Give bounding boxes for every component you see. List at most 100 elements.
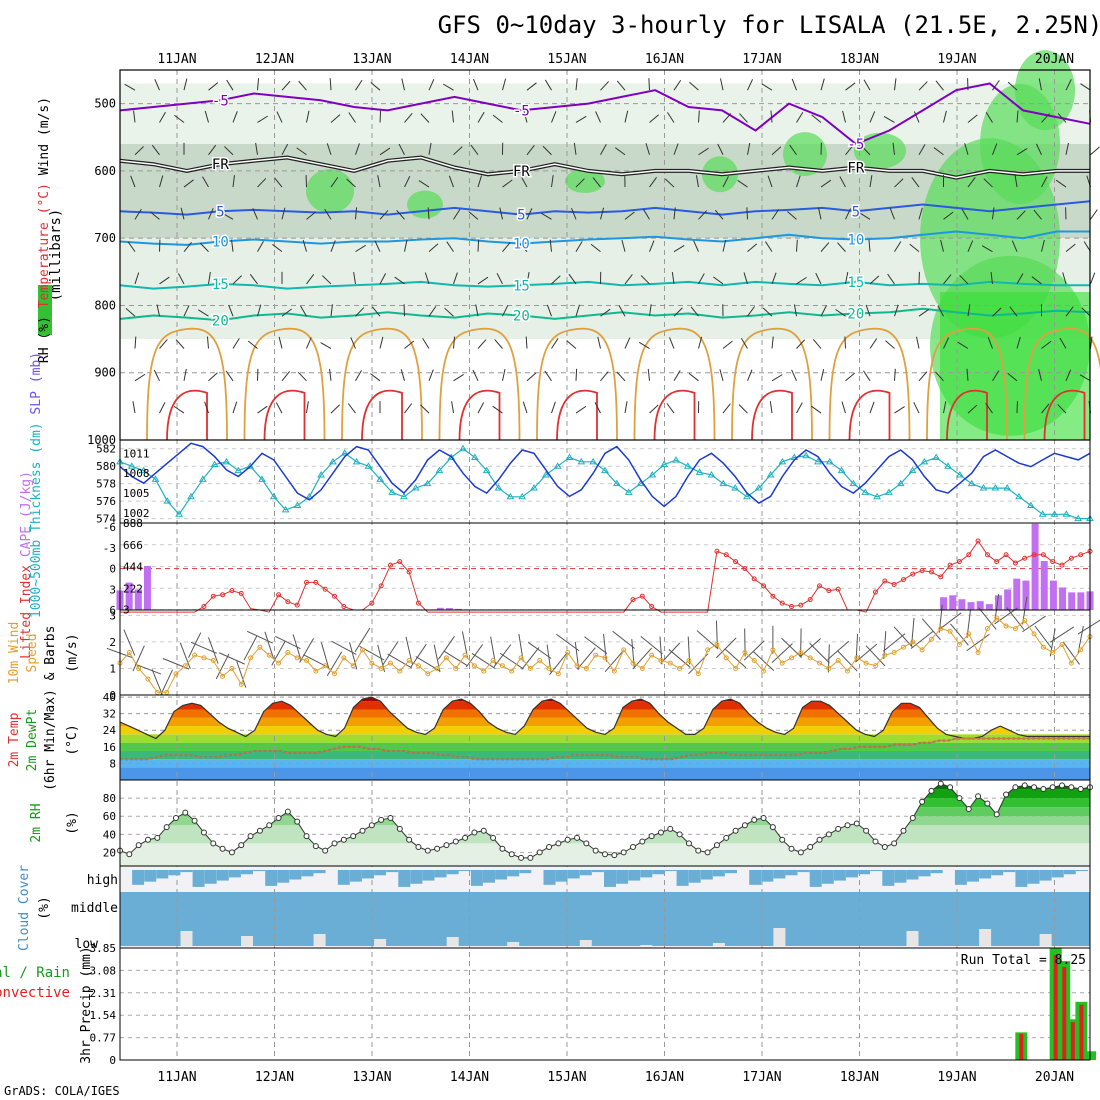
- precip-convective-bar: [1019, 1033, 1024, 1060]
- wind-barb: [153, 369, 160, 382]
- wind-speed-marker: [658, 657, 664, 663]
- wind-barb: [183, 241, 192, 252]
- wind-barb: [811, 114, 822, 123]
- wind-barb: [943, 211, 954, 220]
- thickness-marker: [1074, 514, 1083, 522]
- rh-marker: [853, 820, 860, 827]
- wind-barb: [673, 307, 683, 317]
- precip-axis-label: 3hr Precip (mm): [79, 946, 94, 1063]
- lifted-index-marker: [947, 562, 953, 568]
- wind-barb-10m: [320, 642, 330, 670]
- thickness-marker: [920, 457, 929, 465]
- rh-marker: [490, 834, 497, 841]
- wind-barb: [156, 304, 160, 317]
- wind-barb: [590, 243, 601, 253]
- thickness-marker: [293, 501, 302, 509]
- rh-marker: [909, 815, 916, 822]
- wind-barb-10m: [837, 650, 858, 672]
- cloud-high-bar: [652, 870, 665, 875]
- wind-barb: [1009, 306, 1018, 317]
- boundary-layer-contour: [926, 327, 1008, 441]
- wind-barb: [839, 176, 846, 188]
- wind-barb-10m: [271, 640, 286, 666]
- boundary-layer-contour: [633, 327, 716, 441]
- wind-speed-marker: [518, 655, 524, 661]
- cloud-high-bar: [700, 870, 713, 880]
- wind-speed-marker: [621, 647, 627, 653]
- wind-barb: [249, 274, 258, 285]
- wind-barb: [404, 403, 413, 414]
- lifted-index-marker: [919, 568, 925, 574]
- wind-barb: [374, 240, 381, 252]
- date-label-bottom: 18JAN: [840, 1070, 879, 1085]
- wind-barb-10m: [612, 630, 635, 649]
- wind-barb-10m: [668, 649, 691, 668]
- cape-tick-label: 222: [123, 582, 143, 595]
- wind-barb-10m: [771, 643, 793, 664]
- cloud-gap-bar: [979, 929, 992, 946]
- date-label-bottom: 15JAN: [547, 1070, 586, 1085]
- date-label-top: 13JAN: [352, 52, 391, 67]
- wind-barb: [398, 143, 405, 155]
- lifted-index-marker: [1031, 552, 1037, 558]
- wind-barb: [985, 402, 993, 414]
- thickness-line: [119, 447, 1090, 520]
- wind-speed-marker: [341, 655, 347, 661]
- wind-speed-marker: [294, 655, 300, 661]
- slp-line: [119, 442, 1091, 508]
- wind-barb: [370, 82, 381, 91]
- isotherm-label: -5: [513, 103, 530, 119]
- isotherm-label: 5: [517, 208, 525, 224]
- wind-barb: [916, 336, 920, 349]
- rh-marker: [863, 827, 870, 834]
- rh-marker: [359, 827, 366, 834]
- wind-speed-marker: [593, 652, 599, 658]
- wind-barb: [820, 368, 825, 381]
- wind-barb-10m: [743, 640, 765, 661]
- rh-marker: [713, 842, 720, 849]
- precip-convective-bar: [1079, 1004, 1084, 1060]
- date-label-top: 12JAN: [255, 52, 294, 67]
- isotherm-label: 5: [852, 204, 860, 220]
- wind-barb: [573, 142, 577, 155]
- rh-marker: [872, 838, 879, 845]
- cloud-gap-bar: [579, 940, 592, 946]
- wind-barb: [379, 336, 384, 349]
- wind-barb: [159, 402, 166, 414]
- cloud-high-bar: [168, 870, 181, 876]
- rh-marker: [154, 834, 161, 841]
- cloud-gap-bar: [640, 945, 653, 946]
- boundary-layer-contour: [1023, 327, 1100, 441]
- wind-barb: [427, 207, 430, 220]
- rh-marker: [602, 851, 608, 858]
- pressure-axis-label: (millibars): [48, 209, 64, 302]
- thickness-marker: [683, 462, 692, 469]
- rh-marker: [415, 843, 422, 850]
- wind-barb: [600, 207, 605, 220]
- credit-label: GrADS: COLA/IGES: [4, 1084, 120, 1098]
- wind-barb: [1038, 78, 1042, 91]
- thickness-marker: [269, 492, 278, 500]
- wind-barb-10m: [549, 652, 568, 675]
- wind-barb: [183, 368, 187, 381]
- rh-marker: [844, 822, 851, 829]
- wind-barb: [159, 339, 168, 349]
- wind-barb: [232, 401, 238, 414]
- wind-barb: [1079, 374, 1091, 382]
- wind-barb: [812, 338, 822, 349]
- wind-barb-10m: [493, 644, 512, 668]
- lifted-index-marker: [220, 592, 226, 598]
- wind-barb: [247, 340, 258, 349]
- isotherm-label: 20: [513, 309, 530, 325]
- cape-bar: [1059, 587, 1067, 610]
- wind-barb: [228, 304, 234, 317]
- lifted-index-marker: [639, 593, 645, 599]
- lifted-index-marker: [751, 576, 757, 582]
- wind-speed-marker: [872, 663, 878, 669]
- thickness-marker: [388, 488, 396, 495]
- thickness-marker: [139, 466, 148, 474]
- wind-barb: [746, 207, 748, 220]
- lifted-index-marker: [369, 600, 375, 606]
- cloud-high-bar: [289, 870, 302, 880]
